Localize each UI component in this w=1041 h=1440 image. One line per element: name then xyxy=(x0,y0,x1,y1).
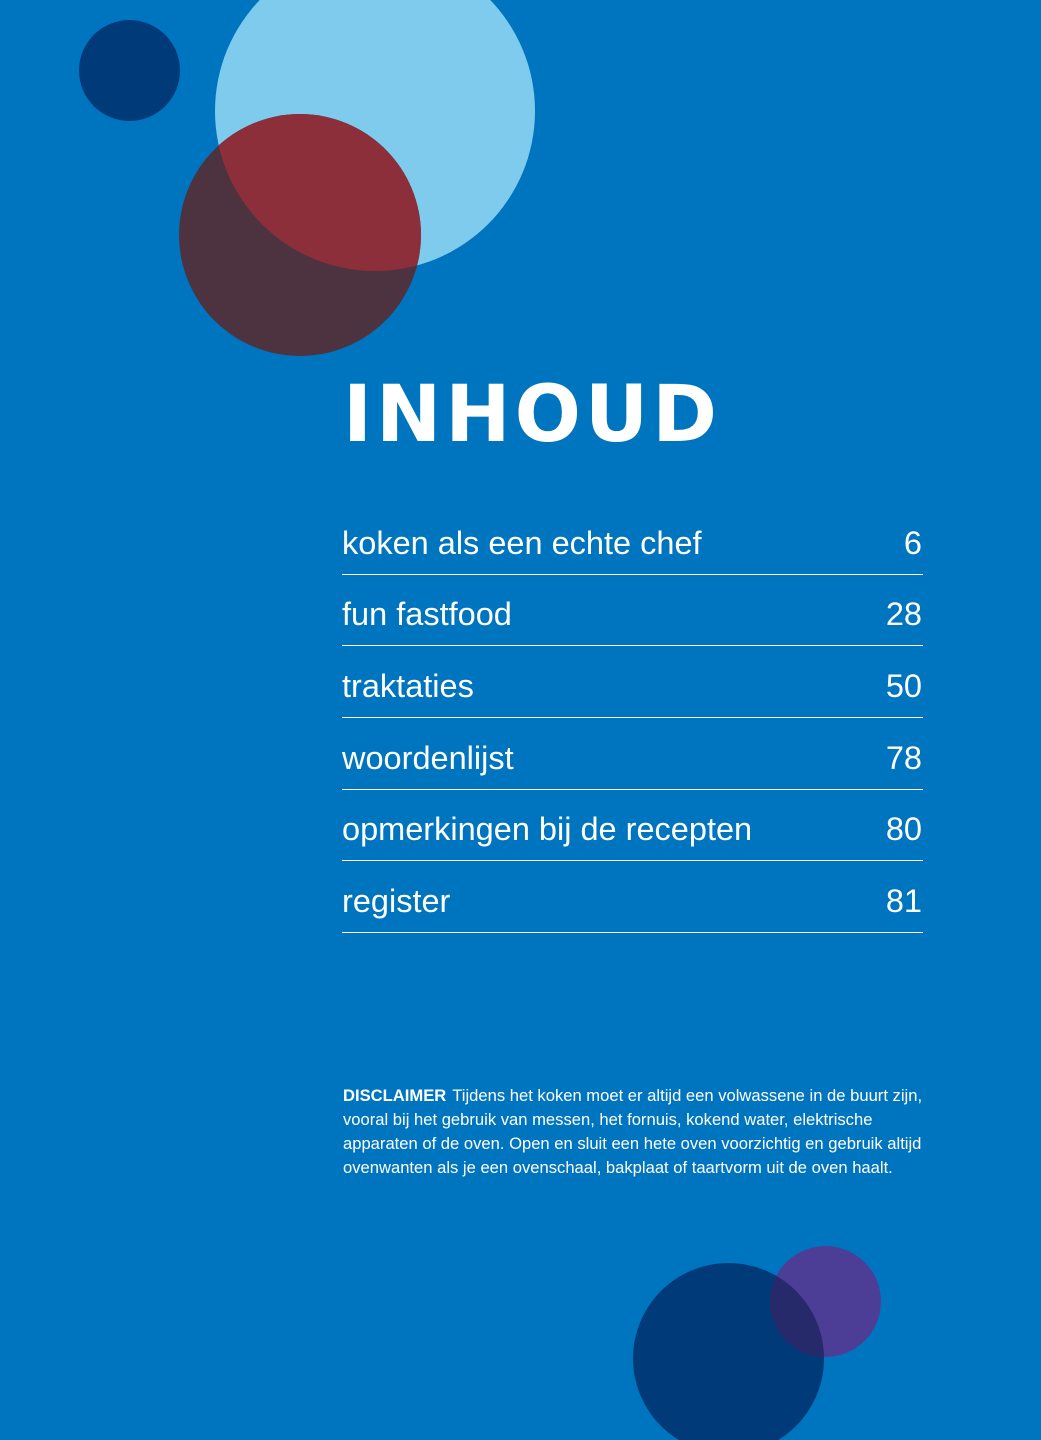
table-of-contents: koken als een echte chef 6 fun fastfood … xyxy=(342,503,923,934)
toc-entry-label: register xyxy=(342,883,451,920)
disclaimer-label: DISCLAIMER xyxy=(343,1086,447,1105)
toc-entry-label: traktaties xyxy=(342,668,474,705)
toc-entry-page: 28 xyxy=(885,596,922,633)
disclaimer: DISCLAIMER Tijdens het koken moet er alti… xyxy=(343,1084,933,1180)
red-circle-overlap xyxy=(215,114,421,271)
toc-entry[interactable]: fun fastfood 28 xyxy=(342,575,923,647)
toc-entry-page: 78 xyxy=(885,739,922,776)
small-navy-circle xyxy=(79,20,180,121)
light-blue-circle xyxy=(215,0,535,271)
toc-entry[interactable]: woordenlijst 78 xyxy=(342,718,923,790)
toc-entry-label: fun fastfood xyxy=(342,596,512,633)
toc-entry[interactable]: register 81 xyxy=(342,861,923,934)
toc-entry[interactable]: traktaties 50 xyxy=(342,646,923,719)
purple-circle xyxy=(770,1246,881,1357)
purple-navy-overlap xyxy=(770,1263,824,1357)
toc-entry-page: 81 xyxy=(885,883,922,920)
red-circle xyxy=(179,114,421,356)
disclaimer-text: Tijdens het koken moet er altijd een vol… xyxy=(343,1086,923,1177)
toc-entry-label: woordenlijst xyxy=(342,739,514,776)
toc-entry-page: 6 xyxy=(903,524,922,561)
page-title: INHOUD xyxy=(343,370,721,460)
toc-entry-label: koken als een echte chef xyxy=(342,524,702,561)
toc-entry-page: 50 xyxy=(885,668,922,705)
toc-entry[interactable]: opmerkingen bij de recepten 80 xyxy=(342,790,923,862)
bottom-navy-circle xyxy=(633,1263,824,1440)
toc-entry-page: 80 xyxy=(885,811,922,848)
toc-entry-label: opmerkingen bij de recepten xyxy=(342,811,753,848)
toc-entry[interactable]: koken als een echte chef 6 xyxy=(342,503,923,575)
